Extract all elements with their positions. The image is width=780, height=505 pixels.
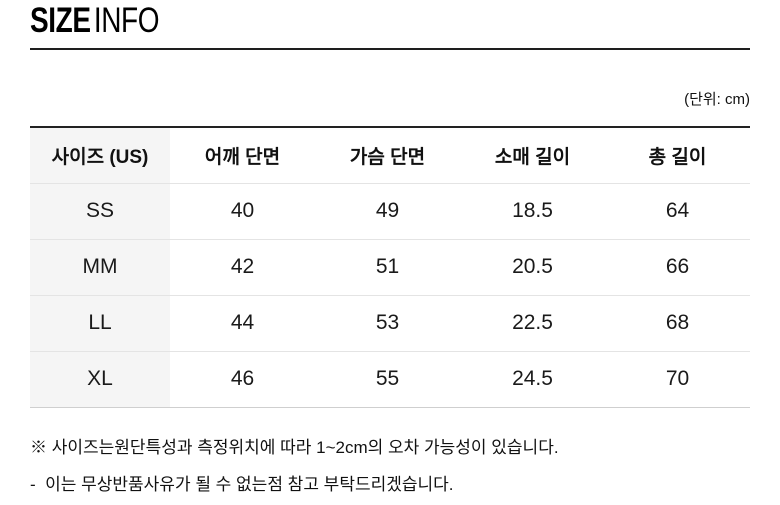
cell-sleeve: 22.5 — [460, 295, 605, 352]
page-title: SIZEINFO — [30, 0, 750, 40]
table-row-xl: XL 46 55 24.5 70 — [30, 351, 750, 407]
unit-label: (단위: cm) — [684, 91, 750, 108]
table-row-ll: LL 44 53 22.5 68 — [30, 295, 750, 352]
cell-chest: 53 — [315, 295, 460, 352]
note-return-policy: - 이는 무상반품사유가 될 수 없는점 참고 부탁드리겠습니다. — [30, 474, 454, 494]
title-secondary: INFO — [93, 1, 160, 40]
table-row-mm: MM 42 51 20.5 66 — [30, 239, 750, 296]
size-table: 사이즈 (US) 어깨 단면 가슴 단면 소매 길이 총 길이 SS 40 49… — [30, 126, 750, 408]
header-chest-width: 가슴 단면 — [315, 127, 460, 184]
cell-size: SS — [30, 183, 170, 240]
cell-size: MM — [30, 239, 170, 296]
cell-chest: 49 — [315, 183, 460, 240]
cell-sleeve: 20.5 — [460, 239, 605, 296]
cell-chest: 55 — [375, 367, 400, 390]
cell-size: XL — [30, 351, 170, 407]
cell-length: 70 — [665, 367, 690, 390]
cell-size: LL — [30, 295, 170, 352]
cell-shoulder: 42 — [170, 239, 315, 296]
table-header-row: 사이즈 (US) 어깨 단면 가슴 단면 소매 길이 총 길이 — [30, 127, 750, 184]
notes: ※ 사이즈는원단특성과 측정위치에 따라 1~2cm의 오차 가능성이 있습니다… — [30, 436, 750, 496]
cell-chest: 51 — [315, 239, 460, 296]
cell-sleeve: 18.5 — [460, 183, 605, 240]
cell-length: 68 — [605, 295, 750, 352]
cell-sleeve: 24.5 — [512, 367, 553, 390]
header-total-length: 총 길이 — [605, 127, 750, 184]
header-size-us: 사이즈 (US) — [30, 127, 170, 184]
table-row-ss: SS 40 49 18.5 64 — [30, 183, 750, 240]
title-divider — [30, 48, 750, 50]
cell-shoulder: 46 — [230, 367, 255, 390]
cell-shoulder: 40 — [170, 183, 315, 240]
cell-length: 66 — [605, 239, 750, 296]
page-title-text: SIZEINFO — [30, 1, 160, 40]
note-size-tolerance: ※ 사이즈는원단특성과 측정위치에 따라 1~2cm의 오차 가능성이 있습니다… — [30, 437, 559, 457]
header-shoulder-width: 어깨 단면 — [170, 127, 315, 184]
header-sleeve-length: 소매 길이 — [460, 127, 605, 184]
cell-length: 64 — [605, 183, 750, 240]
cell-shoulder: 44 — [170, 295, 315, 352]
title-primary: SIZE — [30, 1, 91, 40]
